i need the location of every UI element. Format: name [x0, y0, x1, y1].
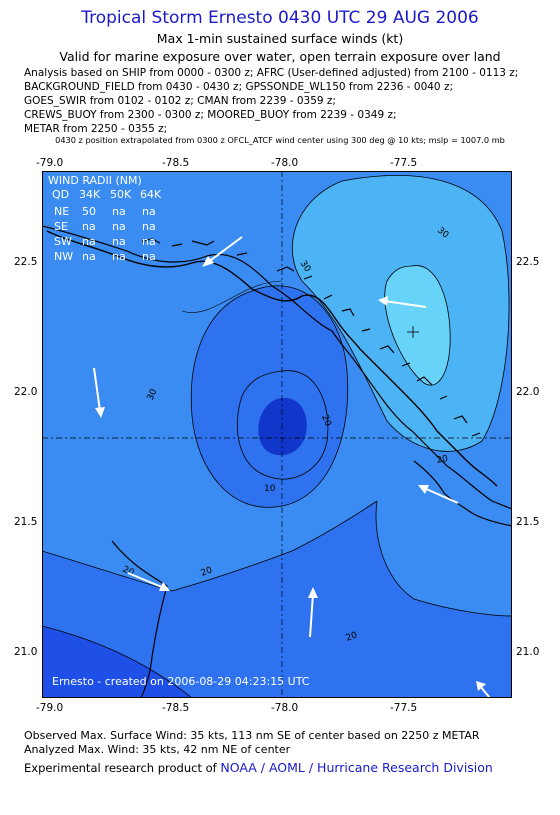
wind-radii-header: 34K	[79, 188, 101, 201]
wind-radii-cell: SW	[54, 235, 72, 248]
contour-label: 10	[264, 484, 276, 494]
analysis-line: GOES_SWIR from 0102 - 0102 z; CMAN from …	[24, 95, 336, 107]
wind-radii-cell: NE	[54, 205, 69, 218]
contour-label: 20	[200, 565, 214, 578]
wind-field-core	[258, 397, 307, 456]
contour-line	[42, 211, 378, 592]
analyzed-max-wind: Analyzed Max. Wind: 35 kts, 42 nm NE of …	[24, 743, 291, 756]
subtitle-exposure: Valid for marine exposure over water, op…	[59, 49, 501, 64]
wind-radii-cell: na	[142, 220, 156, 233]
wind-radii-cell: na	[82, 250, 96, 263]
wind-radii-header: 50K	[110, 188, 132, 201]
lat-tick-label: 22.0	[14, 386, 38, 398]
wind-observation-arrow	[476, 681, 491, 698]
page-title: Tropical Storm Ernesto 0430 UTC 29 AUG 2…	[81, 8, 479, 28]
contour-label: 20	[345, 630, 359, 643]
wind-radii-header: QD	[52, 188, 69, 201]
position-note: 0430 z position extrapolated from 0300 z…	[55, 135, 505, 145]
lon-tick-label: -77.5	[390, 157, 418, 169]
wind-radii-header: 64K	[140, 188, 162, 201]
wind-observation-arrow	[378, 296, 427, 308]
lon-tick-label: -79.0	[36, 157, 64, 169]
lon-tick-label: -78.0	[271, 157, 299, 169]
coastline-south	[111, 540, 168, 698]
contour-label: 20	[436, 454, 449, 466]
map-credit: Ernesto - created on 2006-08-29 04:23:15…	[52, 675, 310, 688]
wind-radii-cell: na	[82, 235, 96, 248]
wind-radii-cell: SE	[54, 220, 68, 233]
wind-radii-cell: na	[142, 250, 156, 263]
lon-tick-label: -79.0	[36, 702, 64, 714]
lon-tick-label: -78.0	[271, 702, 299, 714]
wind-field-34kt-region	[384, 265, 451, 386]
lon-tick-label: -77.5	[390, 702, 418, 714]
subtitle-wind-type: Max 1-min sustained surface winds (kt)	[156, 31, 404, 46]
research-credit: Experimental research product of NOAA / …	[24, 760, 493, 775]
contour-label: 20	[319, 414, 332, 428]
wind-analysis-map: 30 30 30 20 20 20 10 20 20	[42, 171, 512, 698]
wind-field-10kt-region	[191, 285, 348, 508]
analysis-line: Analysis based on SHIP from 0000 - 0300 …	[24, 67, 519, 79]
analysis-line: CREWS_BUOY from 2300 - 0300 z; MOORED_BU…	[24, 109, 397, 121]
wind-radii-cell: na	[82, 220, 96, 233]
wind-radii-cell: 50	[82, 205, 96, 218]
wind-field-core-ring	[236, 370, 329, 480]
lat-tick-label: 21.0	[14, 646, 38, 658]
coastline-cuba	[42, 225, 512, 698]
wind-observation-arrow	[93, 367, 105, 418]
contour-line	[42, 625, 193, 698]
wind-field-low-region	[42, 626, 192, 698]
hrd-link[interactable]: NOAA / AOML / Hurricane Research Divisio…	[220, 760, 493, 775]
wind-observation-arrow	[308, 587, 318, 638]
lat-tick-label: 22.5	[516, 256, 540, 268]
lat-tick-label: 21.0	[516, 646, 540, 658]
analysis-line: BACKGROUND_FIELD from 0430 - 0430 z; GPS…	[24, 81, 454, 93]
research-credit-prefix: Experimental research product of	[24, 761, 221, 775]
coastline-cays	[141, 238, 481, 437]
lat-tick-label: 21.5	[516, 516, 540, 528]
wind-radii-cell: na	[142, 235, 156, 248]
lat-tick-label: 22.0	[516, 386, 540, 398]
wind-radii-cell: na	[112, 220, 126, 233]
wind-radii-cell: na	[112, 205, 126, 218]
lon-tick-label: -78.5	[162, 157, 190, 169]
analysis-line: METAR from 2250 - 0355 z;	[24, 123, 168, 135]
lat-tick-label: 21.5	[14, 516, 38, 528]
contour-line	[375, 500, 512, 617]
wind-radii-cell: NW	[54, 250, 73, 263]
wind-radii-title: WIND RADII (NM)	[48, 174, 142, 187]
wind-radii-cell: na	[142, 205, 156, 218]
observed-max-wind: Observed Max. Surface Wind: 35 kts, 113 …	[24, 729, 480, 742]
wind-observation-arrow	[127, 572, 170, 591]
lat-tick-label: 22.5	[14, 256, 38, 268]
map-frame	[42, 171, 512, 698]
contour-label: 30	[146, 387, 160, 402]
wind-radii-cell: na	[112, 250, 126, 263]
wind-observation-arrow	[202, 236, 243, 267]
lon-tick-label: -78.5	[162, 702, 190, 714]
wind-radii-table: WIND RADII (NM) QD 34K 50K 64K NE 50 na …	[48, 174, 162, 263]
wind-radii-cell: na	[112, 235, 126, 248]
wind-observation-arrow	[418, 485, 459, 504]
contour-line	[190, 285, 349, 508]
